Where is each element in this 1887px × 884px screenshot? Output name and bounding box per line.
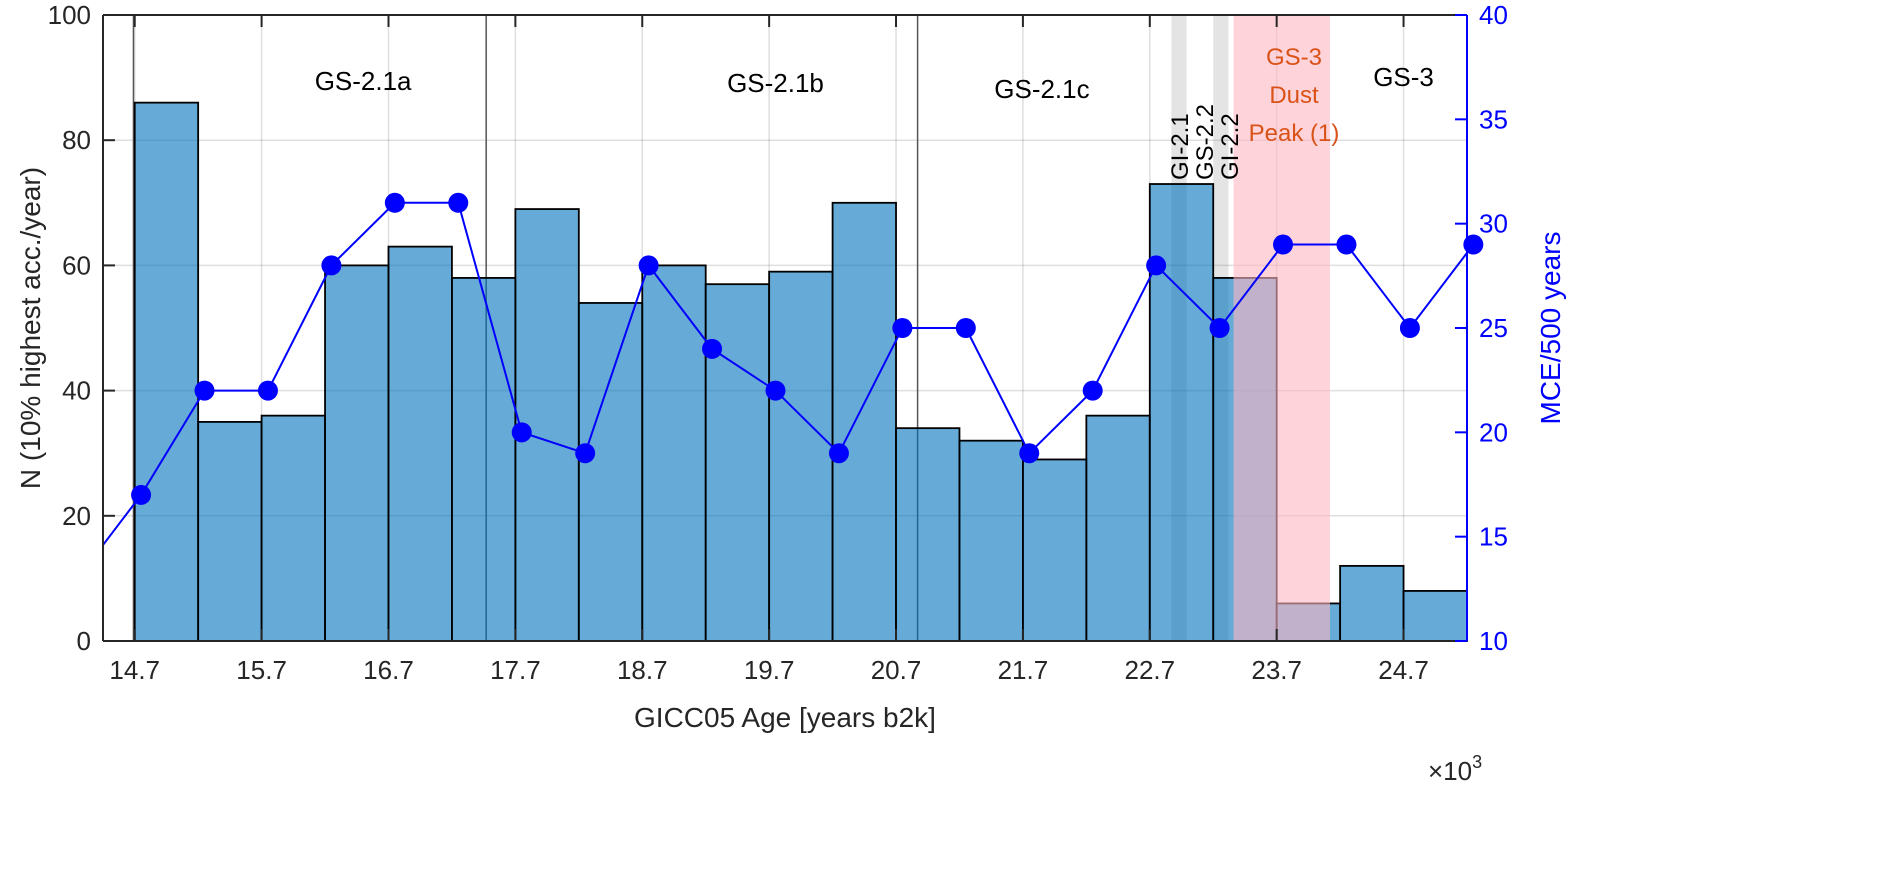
x-multiplier: ×103 (1428, 752, 1482, 786)
x-tick-label: 22.7 (1124, 655, 1175, 685)
mce-data-point (892, 318, 913, 338)
y-right-tick-label: 25 (1479, 313, 1508, 343)
x-tick-label: 19.7 (744, 655, 795, 685)
mce-line-series (103, 192, 1484, 547)
mce-data-point (1463, 234, 1484, 255)
mce-data-point (1336, 234, 1357, 255)
y-left-tick-label: 20 (62, 501, 91, 531)
x-tick-label: 24.7 (1378, 655, 1429, 685)
dust-peak-label: GS-3 (1266, 44, 1322, 71)
histogram-bar (387, 245, 453, 642)
y-axis-right-label: MCE/500 years (1535, 232, 1566, 425)
y-left-tick-label: 40 (62, 376, 91, 406)
histogram-bar (768, 270, 834, 642)
y-axis-left-label: N (10% highest acc./year) (15, 167, 46, 489)
histogram-bar (1339, 564, 1405, 642)
mce-data-point (828, 443, 849, 464)
histogram-bar (1402, 590, 1468, 642)
mce-data-point (575, 443, 596, 464)
mce-data-point (1273, 234, 1294, 255)
overlay-bands (1233, 15, 1330, 641)
y-left-tick-label: 80 (62, 125, 91, 155)
x-tick-label: 15.7 (236, 655, 287, 685)
x-tick-label: 14.7 (109, 655, 160, 685)
mce-data-point (384, 192, 405, 213)
x-axis-label: GICC05 Age [years b2k] (634, 702, 936, 733)
mce-data-point (1209, 318, 1230, 338)
mce-data-point (321, 255, 342, 276)
histogram-bar (895, 427, 961, 642)
stage-label: GS-2.1b (727, 68, 824, 98)
y-right-tick-label: 30 (1479, 209, 1508, 239)
x-tick-label: 18.7 (617, 655, 668, 685)
histogram-bar (577, 302, 644, 642)
interstadial-label: GI-2.1 (1167, 113, 1194, 180)
x-tick-label: 17.7 (490, 655, 541, 685)
stage-label: GS-2.1c (994, 74, 1089, 104)
histogram-bar (704, 283, 771, 642)
histogram-bar (958, 439, 1024, 642)
mce-data-point (448, 192, 469, 213)
x-tick-label: 21.7 (998, 655, 1049, 685)
stage-label: GS-3 (1373, 62, 1434, 92)
histogram-bar (641, 264, 707, 642)
y-right-tick-label: 15 (1479, 522, 1508, 552)
mce-data-point (638, 255, 659, 276)
axes: 14.7 15.7 16.7 17.7 18.7 19.7 20.7 21.7 22.7 23.7… (48, 0, 1508, 685)
histogram-bar (1085, 414, 1151, 642)
mce-data-point (1399, 318, 1420, 338)
mce-data-point (702, 338, 723, 359)
dust-peak-band (1233, 15, 1330, 641)
interstadial-label: GI-2.2 (1217, 113, 1244, 180)
histogram-bar (1148, 183, 1215, 642)
mce-data-point (765, 380, 786, 401)
x-tick-label: 20.7 (871, 655, 922, 685)
histogram-bar (133, 101, 200, 642)
histogram-bar (831, 201, 897, 642)
histogram-bar (324, 264, 390, 642)
x-multiplier-exp: 3 (1472, 752, 1482, 772)
mce-data-point (1019, 443, 1040, 464)
x-multiplier-base: ×10 (1428, 756, 1472, 786)
interstadial-label: GS-2.2 (1192, 104, 1219, 180)
x-tick-label: 16.7 (363, 655, 414, 685)
histogram-bar (1022, 458, 1088, 642)
y-right-tick-label: 40 (1479, 0, 1508, 30)
mce-data-point (257, 380, 278, 401)
y-right-tick-label: 10 (1479, 626, 1508, 656)
y-right-tick-label: 35 (1479, 104, 1508, 134)
y-left-tick-label: 100 (48, 0, 91, 30)
mce-data-point (194, 380, 215, 401)
y-left-tick-label: 60 (62, 250, 91, 280)
mce-data-point (511, 422, 532, 443)
histogram-bar (197, 420, 263, 642)
dust-peak-label: Dust (1269, 82, 1319, 109)
mce-data-point (1082, 380, 1103, 401)
dust-peak-label: Peak (1) (1249, 120, 1340, 147)
annotations: GICC05 Age [years b2k] ×103 N (10% highe… (15, 44, 1566, 786)
histogram-bar (451, 277, 517, 642)
mce-data-point (1146, 255, 1167, 276)
histogram-bar (260, 414, 326, 642)
mce-data-point (131, 484, 152, 505)
stage-label: GS-2.1a (315, 66, 412, 96)
y-right-tick-label: 20 (1479, 417, 1508, 447)
mce-data-point (955, 318, 976, 338)
y-left-tick-label: 0 (77, 626, 91, 656)
x-tick-label: 23.7 (1251, 655, 1302, 685)
